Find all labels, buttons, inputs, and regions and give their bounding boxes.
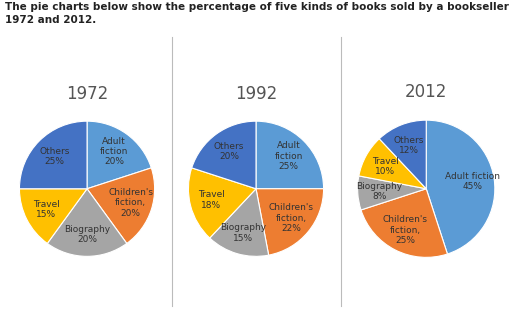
- Wedge shape: [361, 189, 447, 257]
- Wedge shape: [191, 121, 256, 189]
- Wedge shape: [19, 189, 87, 243]
- Wedge shape: [47, 189, 127, 256]
- Text: Adult
fiction
20%: Adult fiction 20%: [100, 137, 128, 167]
- Text: Adult fiction
45%: Adult fiction 45%: [445, 172, 500, 191]
- Wedge shape: [256, 189, 324, 255]
- Text: Biography
15%: Biography 15%: [220, 223, 266, 243]
- Title: 1972: 1972: [66, 85, 108, 103]
- Wedge shape: [188, 168, 256, 238]
- Wedge shape: [210, 189, 269, 256]
- Text: Travel
18%: Travel 18%: [198, 191, 225, 210]
- Wedge shape: [426, 120, 495, 254]
- Text: Children's
fiction,
20%: Children's fiction, 20%: [108, 188, 153, 218]
- Text: Others
20%: Others 20%: [214, 142, 244, 161]
- Text: The pie charts below show the percentage of five kinds of books sold by a bookse: The pie charts below show the percentage…: [5, 2, 512, 25]
- Wedge shape: [359, 139, 426, 189]
- Text: Children's
fiction,
25%: Children's fiction, 25%: [382, 215, 428, 245]
- Text: Biography
8%: Biography 8%: [357, 182, 403, 201]
- Text: Others
12%: Others 12%: [394, 136, 424, 155]
- Wedge shape: [87, 121, 152, 189]
- Text: Adult
fiction
25%: Adult fiction 25%: [274, 141, 303, 171]
- Wedge shape: [379, 120, 426, 189]
- Wedge shape: [87, 168, 155, 243]
- Wedge shape: [256, 121, 324, 189]
- Wedge shape: [19, 121, 87, 189]
- Text: Others
25%: Others 25%: [39, 147, 70, 166]
- Text: Biography
20%: Biography 20%: [64, 225, 110, 244]
- Title: 2012: 2012: [405, 83, 447, 101]
- Text: Children's
fiction,
22%: Children's fiction, 22%: [269, 203, 314, 233]
- Text: Travel
15%: Travel 15%: [33, 200, 59, 219]
- Text: Travel
10%: Travel 10%: [372, 157, 399, 176]
- Wedge shape: [357, 176, 426, 210]
- Title: 1992: 1992: [235, 85, 277, 103]
